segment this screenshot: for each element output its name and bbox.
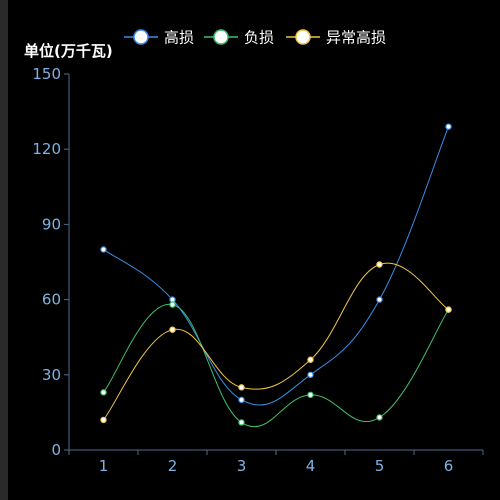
y-tick-label: 30	[42, 366, 61, 384]
series-layer	[100, 123, 452, 428]
legend-circle-icon	[295, 29, 311, 45]
data-point[interactable]	[445, 123, 452, 130]
data-point[interactable]	[169, 301, 176, 308]
data-point[interactable]	[376, 414, 383, 421]
axes: 0 30 60 90 120 150 1 2 3 4 5 6	[32, 65, 484, 475]
series-line	[103, 262, 449, 421]
y-tick-label: 120	[32, 140, 61, 158]
data-point[interactable]	[169, 326, 176, 333]
series-2[interactable]	[100, 261, 452, 424]
x-tick-label: 3	[237, 457, 247, 475]
data-point[interactable]	[100, 416, 107, 424]
legend-label: 负损	[244, 29, 274, 47]
series-1[interactable]	[100, 301, 452, 428]
legend[interactable]: 高损 负损 异常高损	[124, 29, 386, 47]
y-tick-label: 60	[42, 291, 61, 309]
x-tick-label: 5	[375, 457, 385, 475]
legend-circle-icon	[133, 29, 149, 45]
data-point[interactable]	[376, 296, 383, 303]
series-line	[103, 126, 449, 406]
legend-label: 高损	[164, 29, 194, 47]
legend-item[interactable]: 负损	[204, 29, 274, 47]
y-tick-label: 150	[32, 65, 61, 83]
data-point[interactable]	[307, 371, 314, 378]
data-point[interactable]	[238, 396, 245, 404]
x-tick-label: 4	[306, 457, 316, 475]
legend-label: 异常高损	[326, 29, 386, 47]
data-point[interactable]	[307, 356, 314, 363]
x-tick-label: 6	[444, 457, 454, 475]
y-axis-title: 单位(万千瓦)	[24, 42, 113, 60]
data-point[interactable]	[100, 246, 107, 253]
data-point[interactable]	[238, 419, 245, 426]
legend-item[interactable]: 异常高损	[286, 29, 386, 47]
data-point[interactable]	[100, 389, 107, 396]
data-point[interactable]	[307, 391, 314, 399]
series-line	[103, 304, 449, 428]
y-tick-label: 90	[42, 215, 61, 233]
legend-item[interactable]: 高损	[124, 29, 194, 47]
data-point[interactable]	[445, 306, 452, 313]
data-point[interactable]	[238, 384, 245, 391]
y-tick-label: 0	[51, 441, 61, 459]
legend-circle-icon	[213, 29, 229, 45]
window-edge	[0, 0, 8, 500]
series-0[interactable]	[100, 123, 452, 406]
data-point[interactable]	[376, 261, 383, 268]
x-tick-label: 1	[99, 457, 109, 475]
x-tick-label: 2	[168, 457, 178, 475]
